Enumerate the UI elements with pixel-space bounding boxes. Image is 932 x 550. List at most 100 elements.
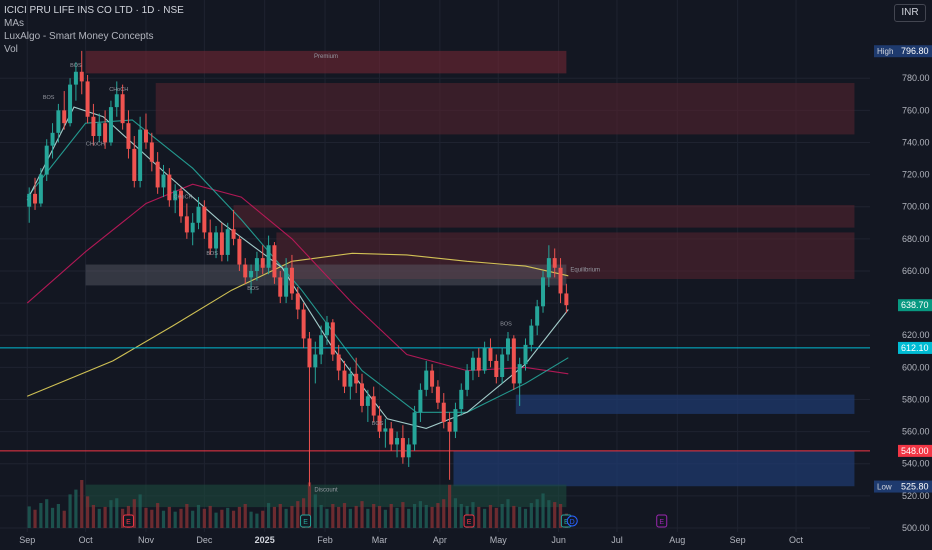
indicator-smc[interactable]: LuxAlgo - Smart Money Concepts — [4, 31, 154, 42]
candle-body — [447, 421, 452, 432]
volume-bar — [161, 510, 166, 528]
price-label-value: 612.10 — [901, 343, 929, 353]
volume-bar — [191, 510, 195, 528]
volume-bar — [272, 506, 277, 528]
candle-body — [68, 84, 73, 124]
candle-body — [465, 370, 470, 390]
volume-bar — [512, 505, 516, 528]
volume-bar — [80, 480, 84, 528]
zone-demand — [515, 394, 855, 414]
moving-average-line — [26, 119, 569, 413]
candle-body — [161, 174, 166, 188]
time-tick-label: Oct — [789, 535, 804, 545]
price-tick-label: 560.00 — [902, 427, 930, 437]
price-tick-label: 780.00 — [902, 73, 930, 83]
candle-body — [354, 373, 359, 384]
volume-bar — [412, 504, 417, 528]
candle-body — [377, 415, 382, 432]
event-marker-text: E — [564, 519, 569, 526]
symbol-title[interactable]: ICICI PRU LIFE INS CO LTD · 1D · NSE — [4, 5, 184, 16]
event-marker: E — [300, 514, 312, 528]
candle-body — [85, 81, 90, 117]
structure-label: CHoCH — [173, 195, 192, 201]
volume-bar — [196, 504, 201, 528]
event-marker-badge — [656, 514, 668, 528]
volume-bar — [383, 509, 387, 528]
volume-bar — [342, 503, 347, 528]
volume-bar — [541, 493, 545, 528]
candle-body — [494, 360, 499, 377]
structure-label: BOS — [372, 421, 384, 427]
candle-body — [395, 438, 400, 445]
moving-average-line — [26, 252, 569, 397]
price-tick-label: 740.00 — [902, 137, 930, 147]
candle-body — [301, 309, 306, 339]
volume-bar — [121, 508, 125, 528]
volume-bar — [45, 499, 49, 528]
candle-body — [482, 348, 487, 371]
volume-bar — [284, 508, 288, 528]
volume-bar — [372, 504, 376, 528]
price-axis[interactable]: 500.00 520.00 540.00 560.00 580.00 600.00 620.… — [902, 73, 930, 533]
event-marker-text: E — [303, 519, 308, 526]
volume-bar — [418, 501, 423, 528]
price-tick-label: 700.00 — [902, 202, 930, 212]
volume-bar — [307, 482, 312, 528]
volume-bar — [115, 498, 119, 528]
volume-bar — [144, 507, 148, 528]
candle-body — [50, 132, 55, 146]
candle-body — [400, 438, 405, 458]
volume-bar — [237, 506, 241, 528]
candle-body — [143, 129, 148, 143]
volume-bar — [453, 498, 458, 528]
structure-label: CHoCH — [109, 87, 128, 93]
price-label-box — [898, 444, 932, 457]
candle-body — [383, 428, 388, 432]
price-label-value: 525.80 — [901, 482, 929, 492]
candle-body — [453, 409, 458, 432]
price-label: 612.10 — [898, 341, 932, 354]
zone-label: Equilibrium — [570, 268, 600, 274]
time-axis[interactable]: Sep Oct Nov Dec 2025 Feb Mar Apr May Jun Jul Aug Sep… — [19, 535, 803, 545]
candle-body — [430, 370, 435, 387]
candle-body — [196, 206, 201, 223]
volume-bar — [91, 504, 96, 528]
event-marker-badge — [300, 514, 312, 528]
price-tick-label: 540.00 — [902, 459, 930, 469]
candle-body — [214, 232, 219, 249]
time-tick-label: May — [490, 535, 508, 545]
volume-bar — [558, 504, 563, 528]
volume-bar — [302, 498, 306, 528]
candle-body — [44, 145, 49, 175]
volume-bar — [39, 503, 43, 528]
volume-bar — [179, 508, 183, 528]
volume-bar — [68, 494, 72, 528]
time-tick-label: Aug — [669, 535, 685, 545]
candle-body — [278, 277, 283, 297]
volume-bar — [74, 489, 78, 528]
candle-body — [190, 222, 195, 233]
volume-bar — [132, 499, 136, 528]
indicator-vol[interactable]: Vol — [4, 44, 18, 55]
candle-body — [219, 232, 224, 255]
structure-label: BOS — [43, 95, 55, 101]
candle-body — [511, 338, 516, 384]
candle-body — [120, 94, 125, 124]
volume-bar — [529, 503, 533, 528]
price-label-name: Low — [877, 483, 892, 492]
volume-bar — [109, 500, 113, 528]
volume-bar — [156, 503, 160, 528]
candle-body — [79, 71, 84, 82]
time-tick-label: Jul — [611, 535, 623, 545]
volume-bar — [331, 504, 335, 528]
candle-body — [295, 293, 300, 310]
volume-bar — [56, 504, 60, 528]
candle-body — [500, 354, 505, 377]
candle-body — [418, 389, 423, 413]
currency-badge[interactable]: INR — [894, 4, 926, 22]
candle-body — [73, 71, 78, 85]
price-label-tag — [874, 480, 898, 493]
candle-body — [103, 123, 108, 143]
indicator-mas[interactable]: MAs — [4, 18, 24, 29]
